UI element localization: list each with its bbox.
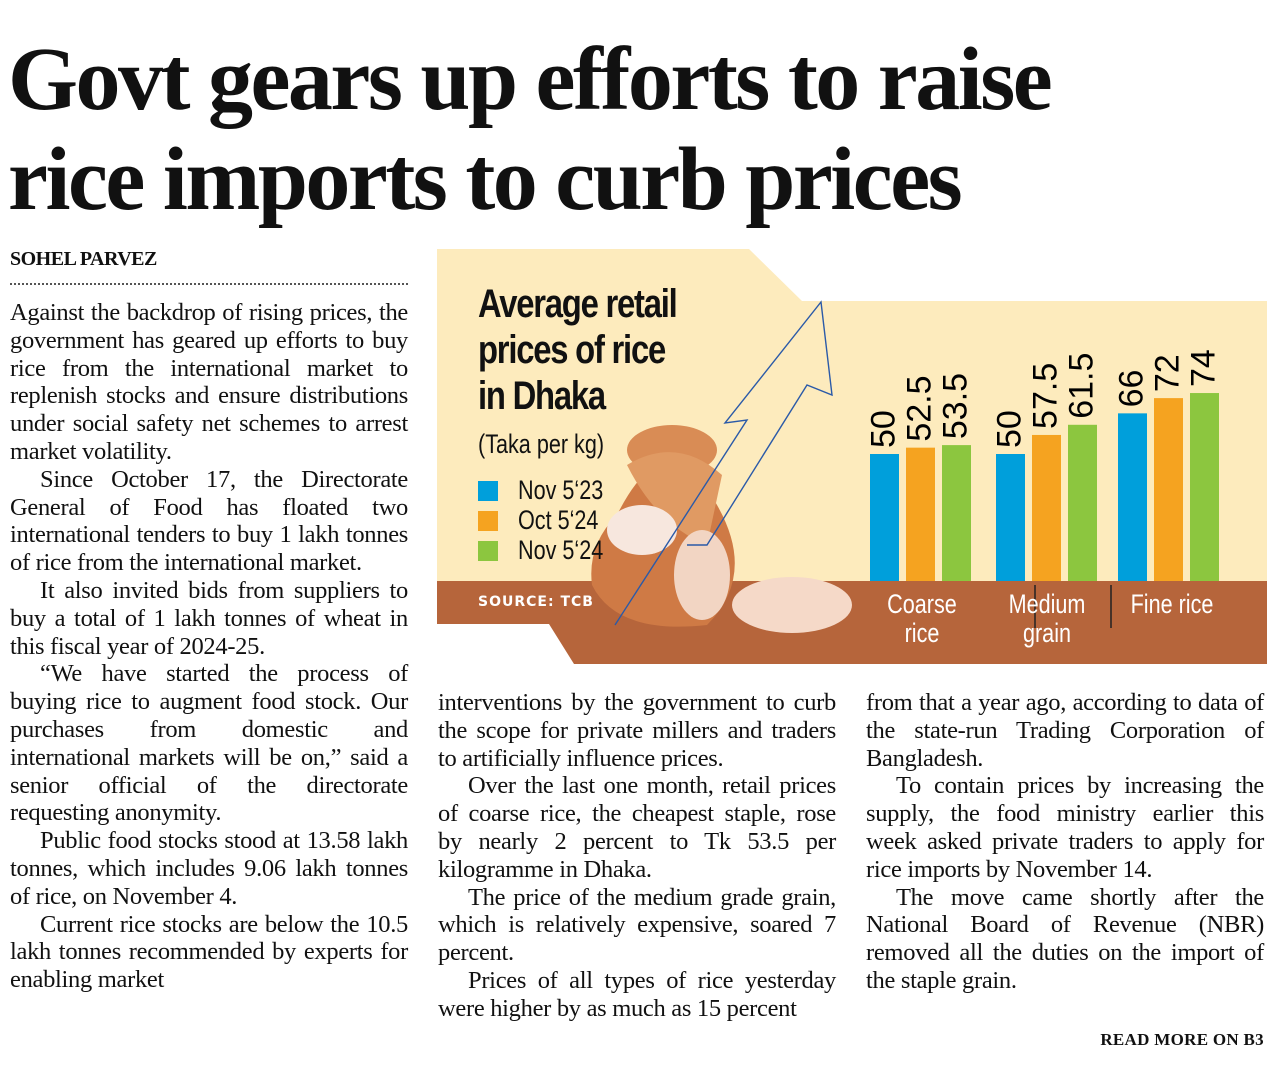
headline-line-2: rice imports to curb prices bbox=[8, 130, 963, 229]
chart-unit: (Taka per kg) bbox=[478, 429, 605, 459]
bar bbox=[942, 445, 971, 581]
legend-swatch bbox=[478, 540, 498, 561]
legend-item: Nov 5‘23 bbox=[478, 475, 625, 506]
bar-value-label: 61.5 bbox=[1063, 353, 1101, 419]
article-column-2: interventions by the government to curb … bbox=[438, 689, 836, 1023]
legend-label: Nov 5‘24 bbox=[518, 535, 604, 565]
article-column-3: from that a year ago, according to data … bbox=[866, 689, 1264, 995]
paragraph: Over the last one month, retail prices o… bbox=[438, 772, 836, 883]
legend-item: Nov 5‘24 bbox=[478, 535, 625, 566]
paragraph: Since October 17, the Directorate Genera… bbox=[10, 465, 408, 577]
headline-line-1: Govt gears up efforts to raise bbox=[8, 30, 1053, 129]
legend-item: Oct 5‘24 bbox=[478, 505, 619, 536]
bar-value-label: 72 bbox=[1149, 354, 1187, 392]
byline: SOHEL PARVEZ bbox=[10, 248, 157, 270]
rice-sack-illustration bbox=[591, 425, 852, 633]
bar bbox=[1032, 434, 1061, 581]
infographic-background: 50 50 66 52.5 57.5 72 53.5 61.5 74 bbox=[437, 249, 1267, 664]
headline: Govt gears up efforts to raise rice impor… bbox=[8, 30, 1053, 230]
article-column-1: Against the backdrop of rising prices, t… bbox=[10, 299, 408, 994]
legend-label: Oct 5‘24 bbox=[518, 505, 599, 535]
paragraph: The price of the medium grade grain, whi… bbox=[438, 883, 836, 967]
paragraph: Public food stocks stood at 13.58 lakh t… bbox=[10, 827, 408, 910]
bar-value-label: 53.5 bbox=[937, 373, 975, 439]
category-label-fine: Fine rice bbox=[1130, 589, 1214, 619]
bar bbox=[996, 454, 1025, 581]
paragraph: It also invited bids from suppliers to b… bbox=[10, 576, 408, 660]
legend-label: Nov 5‘23 bbox=[518, 475, 604, 505]
category-label-coarse: Coarse rice bbox=[887, 589, 957, 648]
infographic: 50 50 66 52.5 57.5 72 53.5 61.5 74 Average retai… bbox=[437, 245, 1267, 670]
bar-value-label: 66 bbox=[1113, 370, 1151, 408]
bar bbox=[1068, 424, 1097, 581]
paragraph: To contain prices by increasing the supp… bbox=[866, 772, 1264, 883]
bar-value-label: 50 bbox=[991, 410, 1029, 448]
bar-value-label: 50 bbox=[865, 410, 903, 448]
paragraph: interventions by the government to curb … bbox=[438, 689, 836, 772]
legend-swatch bbox=[478, 480, 498, 501]
paragraph: Against the backdrop of rising prices, t… bbox=[10, 299, 408, 465]
chart-title: Average retail prices of rice in Dhaka bbox=[478, 282, 678, 418]
bar-value-label: 57.5 bbox=[1027, 363, 1065, 429]
paragraph: Current rice stocks are below the 10.5 l… bbox=[10, 910, 408, 994]
bar bbox=[1190, 393, 1219, 581]
bars: 50 50 66 52.5 57.5 72 53.5 61.5 74 bbox=[865, 349, 1223, 581]
bar-value-label: 74 bbox=[1185, 349, 1223, 387]
category-label-medium: Medium grain bbox=[1008, 589, 1086, 648]
bar bbox=[1154, 398, 1183, 581]
bar-value-label: 52.5 bbox=[901, 375, 939, 441]
read-more-link[interactable]: READ MORE ON B3 bbox=[1100, 1030, 1264, 1049]
divider bbox=[10, 283, 408, 285]
bar bbox=[906, 447, 935, 581]
bar bbox=[1118, 413, 1147, 581]
bar bbox=[870, 454, 899, 581]
chart-source: SOURCE: TCB bbox=[478, 594, 594, 610]
paragraph: “We have started the process of buying r… bbox=[10, 660, 408, 827]
paragraph: from that a year ago, according to data … bbox=[866, 689, 1264, 772]
paragraph: Prices of all types of rice yesterday we… bbox=[438, 966, 836, 1022]
rising-arrow-icon bbox=[614, 300, 833, 626]
legend-swatch bbox=[478, 510, 498, 531]
paragraph: The move came shortly after the National… bbox=[866, 883, 1264, 994]
